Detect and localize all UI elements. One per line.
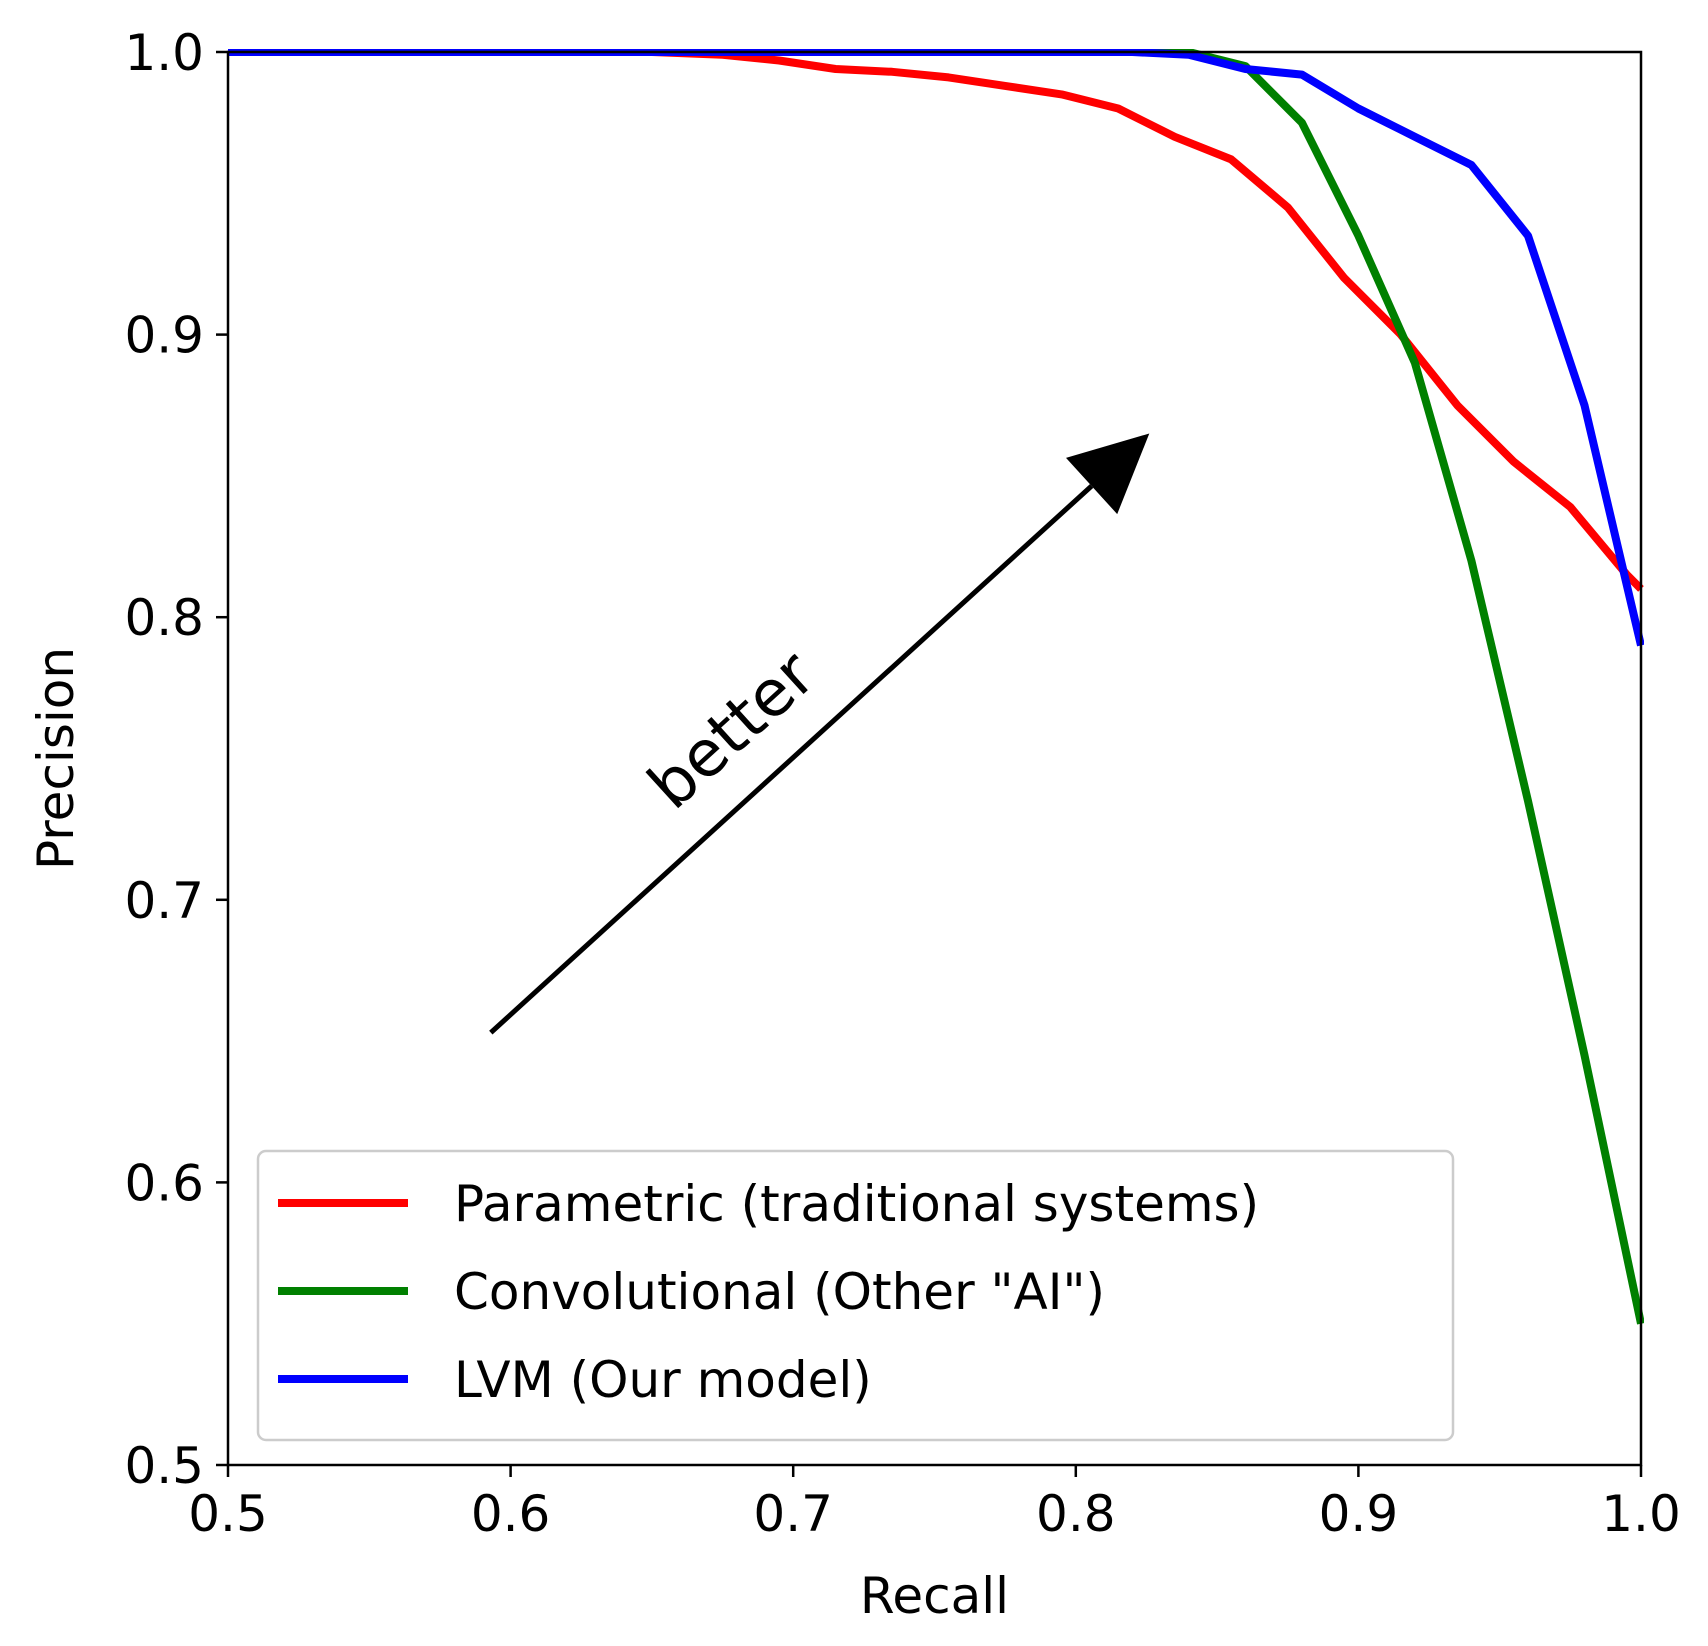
legend-label-0: Parametric (traditional systems) bbox=[454, 1175, 1259, 1233]
y-axis-label: Precision bbox=[27, 647, 85, 870]
x-tick-label: 0.7 bbox=[753, 1485, 833, 1543]
x-tick-label: 0.5 bbox=[188, 1485, 268, 1543]
y-tick-label: 0.5 bbox=[124, 1437, 204, 1495]
better-arrow-head bbox=[1066, 433, 1150, 515]
x-tick-label: 1.0 bbox=[1601, 1485, 1681, 1543]
legend-label-2: LVM (Our model) bbox=[454, 1351, 872, 1409]
y-tick-label: 0.6 bbox=[124, 1154, 204, 1212]
x-axis-label: Recall bbox=[860, 1567, 1009, 1625]
y-tick-label: 0.7 bbox=[124, 872, 204, 930]
x-axis: 0.5 0.6 0.7 0.8 0.9 1.0 bbox=[188, 1465, 1681, 1543]
y-tick-label: 1.0 bbox=[124, 24, 204, 82]
x-tick-label: 0.9 bbox=[1319, 1485, 1399, 1543]
legend-label-1: Convolutional (Other "AI") bbox=[454, 1263, 1105, 1321]
legend-box bbox=[256, 1149, 1455, 1442]
y-tick-label: 0.8 bbox=[124, 589, 204, 647]
legend: Parametric (traditional systems) Convolut… bbox=[256, 1149, 1455, 1442]
x-tick-label: 0.6 bbox=[471, 1485, 551, 1543]
better-arrow-shaft bbox=[489, 484, 1094, 1035]
x-tick-label: 0.8 bbox=[1036, 1485, 1116, 1543]
y-tick-label: 0.9 bbox=[124, 307, 204, 365]
y-axis: 0.5 0.6 0.7 0.8 0.9 1.0 bbox=[124, 24, 228, 1495]
plot-frame bbox=[226, 50, 1643, 1467]
